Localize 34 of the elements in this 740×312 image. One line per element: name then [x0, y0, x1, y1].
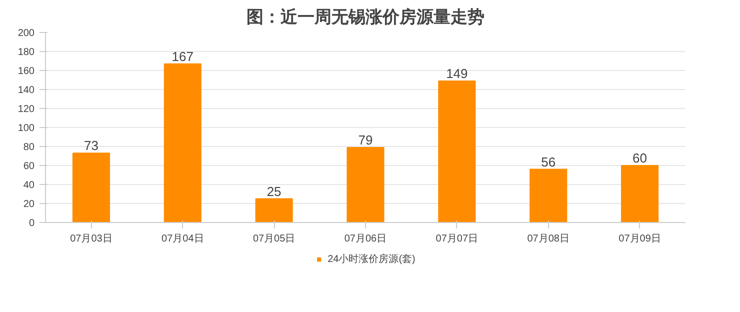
data-label: 60 [632, 150, 648, 166]
data-label: 25 [266, 184, 282, 199]
bar [255, 198, 293, 222]
data-label: 167 [172, 48, 194, 64]
legend-label: 24小时涨价房源(套) [328, 252, 416, 266]
data-label: 79 [358, 132, 373, 148]
y-tick-label: 40 [23, 180, 35, 191]
x-tick-label: 07月06日 [344, 234, 387, 244]
y-tick-label: 20 [23, 199, 35, 210]
x-tick-label: 07月09日 [618, 234, 661, 244]
y-tick-label: 180 [18, 47, 35, 58]
bar [72, 152, 110, 222]
y-tick-label: 0 [28, 218, 35, 229]
y-tick-label: 60 [23, 161, 35, 172]
y-tick-label: 200 [18, 28, 35, 39]
bar [621, 165, 659, 222]
data-label: 56 [541, 154, 556, 170]
data-label: 73 [84, 138, 98, 154]
bar [164, 63, 202, 222]
y-tick-label: 120 [18, 104, 35, 115]
data-label: 149 [446, 66, 468, 81]
x-tick-label: 07月08日 [527, 234, 570, 244]
y-tick-label: 160 [18, 66, 35, 77]
bar [438, 80, 476, 222]
y-tick-label: 100 [18, 123, 35, 134]
chart-title: 图：近一周无锡涨价房源量走势 [246, 8, 484, 28]
x-tick-label: 07月05日 [252, 234, 296, 244]
y-tick-label: 80 [23, 142, 35, 153]
x-tick-label: 07月04日 [162, 234, 204, 244]
bar [346, 146, 384, 222]
bar [530, 168, 568, 222]
x-tick-label: 07月03日 [70, 234, 112, 244]
y-tick-label: 140 [18, 85, 35, 96]
x-tick-label: 07月07日 [436, 234, 478, 244]
